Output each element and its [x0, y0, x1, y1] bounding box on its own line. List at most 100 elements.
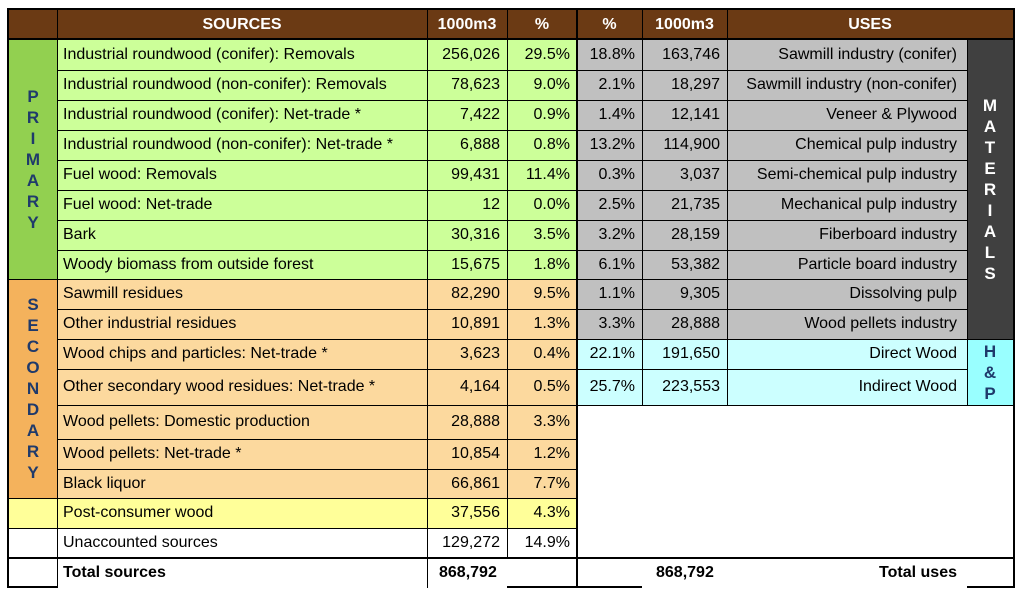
grid-line	[577, 130, 967, 131]
source-pct: 29.5%	[507, 39, 577, 70]
grid-line	[57, 528, 577, 529]
grid-line	[9, 557, 57, 559]
header-sources: SOURCES	[57, 10, 427, 39]
grid-line	[57, 339, 577, 340]
source-label: Industrial roundwood (conifer): Net-trad…	[57, 100, 427, 130]
secondary-band	[9, 279, 57, 498]
grid-line	[57, 190, 577, 191]
header-pct-left: %	[507, 10, 577, 39]
header-m3-right: 1000m3	[642, 10, 727, 39]
source-m3: 10,854	[427, 439, 507, 469]
total-sources-value: 868,792	[427, 558, 507, 588]
source-m3: 4,164	[427, 369, 507, 405]
grid-line	[57, 309, 577, 310]
source-m3: 82,290	[427, 279, 507, 309]
source-label: Other industrial residues	[57, 309, 427, 339]
use-m3: 53,382	[642, 250, 727, 279]
use-pct: 1.1%	[577, 279, 642, 309]
use-pct: 22.1%	[577, 339, 642, 369]
grid-line	[57, 250, 577, 251]
use-pct: 18.8%	[577, 39, 642, 70]
source-label: Black liquor	[57, 469, 427, 498]
grid-line	[57, 70, 577, 71]
grid-line	[57, 405, 577, 406]
source-pct: 14.9%	[507, 528, 577, 558]
use-label: Dissolving pulp	[727, 279, 967, 309]
grid-line	[9, 528, 57, 529]
wood-balance-table: SOURCES 1000m3%% 1000m3 USES Industrial roun…	[7, 8, 1015, 588]
grid-line	[9, 498, 57, 499]
grid-line	[577, 405, 967, 406]
source-pct: 4.3%	[507, 498, 577, 528]
source-label: Industrial roundwood (non-conifer): Net-…	[57, 130, 427, 160]
hp-label: H & P	[983, 341, 997, 403]
grid-line	[577, 557, 1013, 559]
grid-line	[57, 557, 577, 559]
use-label: Semi-chemical pulp industry	[727, 160, 967, 190]
use-m3: 9,305	[642, 279, 727, 309]
source-pct: 0.5%	[507, 369, 577, 405]
grid-line	[727, 10, 728, 405]
source-pct: 1.8%	[507, 250, 577, 279]
source-pct: 3.3%	[507, 405, 577, 439]
source-pct: 1.3%	[507, 309, 577, 339]
grid-line	[576, 10, 578, 588]
use-m3: 114,900	[642, 130, 727, 160]
grid-line	[577, 339, 967, 340]
grid-line	[57, 100, 577, 101]
source-label: Other secondary wood residues: Net-trade…	[57, 369, 427, 405]
source-pct: 0.0%	[507, 190, 577, 220]
source-pct: 9.0%	[507, 70, 577, 100]
source-m3: 30,316	[427, 220, 507, 250]
use-pct: 1.4%	[577, 100, 642, 130]
grid-line	[9, 38, 1013, 40]
source-label: Industrial roundwood (conifer): Removals	[57, 39, 427, 70]
use-label: Fiberboard industry	[727, 220, 967, 250]
source-m3: 66,861	[427, 469, 507, 498]
grid-line	[507, 10, 508, 558]
use-pct: 6.1%	[577, 250, 642, 279]
use-m3: 18,297	[642, 70, 727, 100]
use-label: Direct Wood	[727, 339, 967, 369]
use-label: Wood pellets industry	[727, 309, 967, 339]
total-sources-label: Total sources	[57, 558, 427, 588]
grid-line	[57, 279, 577, 280]
source-m3: 37,556	[427, 498, 507, 528]
source-m3: 28,888	[427, 405, 507, 439]
use-label: Sawmill industry (conifer)	[727, 39, 967, 70]
grid-line	[57, 160, 577, 161]
source-m3: 3,623	[427, 339, 507, 369]
grid-line	[967, 39, 968, 405]
source-label: Sawmill residues	[57, 279, 427, 309]
grid-line	[577, 369, 967, 370]
source-label: Wood pellets: Net-trade *	[57, 439, 427, 469]
source-label: Post-consumer wood	[57, 498, 427, 528]
source-label: Fuel wood: Removals	[57, 160, 427, 190]
grid-line	[57, 369, 577, 370]
use-pct: 3.2%	[577, 220, 642, 250]
grid-line	[57, 498, 577, 499]
post-consumer-band	[9, 498, 57, 528]
use-pct: 13.2%	[577, 130, 642, 160]
source-label: Fuel wood: Net-trade	[57, 190, 427, 220]
use-m3: 223,553	[642, 369, 727, 405]
grid-line	[967, 339, 1013, 340]
grid-line	[57, 469, 577, 470]
header-blank	[9, 10, 57, 39]
source-pct: 0.4%	[507, 339, 577, 369]
use-m3: 12,141	[642, 100, 727, 130]
use-m3: 21,735	[642, 190, 727, 220]
header-uses: USES	[727, 10, 1013, 39]
grid-line	[577, 220, 967, 221]
header-pct-right: %	[577, 10, 642, 39]
use-pct: 2.1%	[577, 70, 642, 100]
use-label: Veneer & Plywood	[727, 100, 967, 130]
source-m3: 6,888	[427, 130, 507, 160]
use-pct: 25.7%	[577, 369, 642, 405]
grid-line	[577, 160, 967, 161]
source-label: Bark	[57, 220, 427, 250]
source-pct: 9.5%	[507, 279, 577, 309]
use-m3: 28,159	[642, 220, 727, 250]
